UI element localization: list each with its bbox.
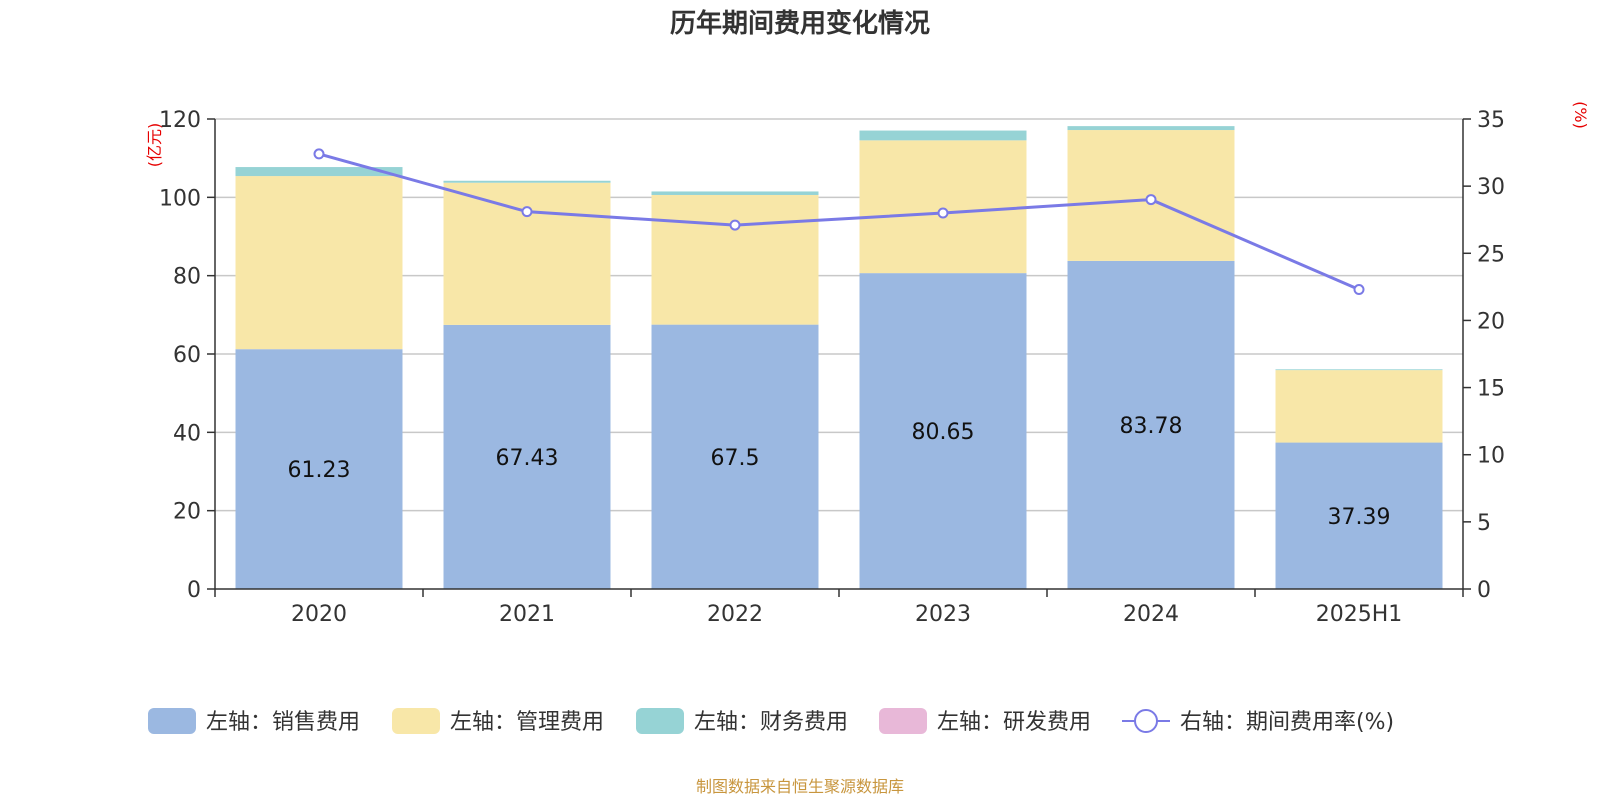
x-axis-tick-label: 2022 [707,602,763,627]
bar-segment [1067,260,1235,589]
axes: 0 20 40 60 80 100 120 0 5 10 15 20 25 30 35 2020 2021 202… [159,108,1505,627]
bar-segment [651,191,819,195]
data-label: 61.23 [288,458,351,483]
left-axis-tick-label: 0 [187,578,201,603]
bar-segment [443,180,611,183]
bar-segment [1275,369,1443,371]
bar-segment [443,182,611,325]
right-axis-tick-label: 35 [1477,108,1505,133]
bar-segment [651,324,819,589]
rate-point [521,206,533,218]
bar-segment [859,273,1027,589]
bar-segment [859,130,1027,141]
legend-swatch [148,708,196,734]
data-label: 67.43 [496,446,559,471]
rate-line-path [318,152,1360,291]
rate-point [937,207,949,219]
legend-swatch [392,708,440,734]
left-axis-tick-label: 40 [173,421,201,446]
x-axis-tick-label: 2024 [1123,602,1179,627]
source-note: 制图数据来自恒生聚源数据库 [696,777,904,796]
bar-segment [443,324,611,589]
legend-swatch [879,708,927,734]
left-axis-unit: (亿元) [145,123,164,168]
bar-segment [859,140,1027,274]
data-label: 67.5 [711,446,760,471]
bar-segment [235,167,403,177]
data-label: 83.78 [1120,414,1183,439]
right-axis-tick-label: 30 [1477,175,1505,200]
data-labels: 61.23 67.43 67.5 80.65 83.78 37.39 [288,414,1391,530]
bar-segment [651,194,819,325]
x-axis-tick-label: 2020 [291,602,347,627]
right-axis-tick-label: 10 [1477,444,1505,469]
right-axis-tick-label: 25 [1477,242,1505,267]
bar-segment [235,349,403,589]
left-axis-tick-label: 120 [159,108,201,133]
legend-label: 左轴：管理费用 [450,710,604,735]
legend: 左轴：销售费用 左轴：管理费用 左轴：财务费用 左轴：研发费用 右轴：期间费用率(%) [148,708,1394,735]
bars [235,126,1443,589]
data-label: 37.39 [1328,505,1391,530]
right-axis-tick-label: 15 [1477,377,1505,402]
x-axis-tick-label: 2023 [915,602,971,627]
data-label: 80.65 [912,420,975,445]
right-axis-tick-label: 5 [1477,511,1491,536]
legend-marker-icon [1134,709,1158,733]
legend-label: 左轴：财务费用 [694,710,848,735]
x-axis-tick-label: 2021 [499,602,555,627]
right-axis-tick-label: 20 [1477,309,1505,334]
bar-segment [1275,442,1443,589]
right-axis-unit: (%) [1571,101,1590,129]
bar-segment [1275,370,1443,443]
left-axis-tick-label: 60 [173,343,201,368]
right-axis-tick-label: 0 [1477,578,1491,603]
grid [215,118,1463,512]
rate-point [1353,284,1365,296]
rate-point [729,219,741,231]
x-axis-tick-label: 2025H1 [1316,602,1403,627]
legend-swatch [636,708,684,734]
left-axis-tick-label: 20 [173,500,201,525]
legend-label: 左轴：销售费用 [206,710,360,735]
rate-point [313,148,325,160]
legend-label: 右轴：期间费用率(%) [1180,710,1394,735]
left-axis-tick-label: 80 [173,265,201,290]
rate-line [313,148,1365,296]
bar-segment [1067,126,1235,131]
bar-segment [235,176,403,350]
legend-label: 左轴：研发费用 [937,710,1091,735]
rate-point [1145,194,1157,206]
left-axis-tick-label: 100 [159,186,201,211]
chart-title: 历年期间费用变化情况 [670,8,930,39]
